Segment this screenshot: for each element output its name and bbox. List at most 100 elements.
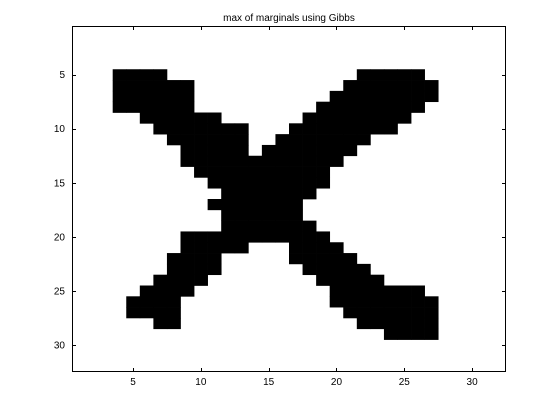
heatmap-cell (207, 134, 222, 146)
heatmap-cell (370, 90, 385, 103)
heatmap-cell (166, 253, 181, 265)
heatmap-cell (411, 317, 425, 330)
x-tick-label: 30 (467, 377, 479, 388)
heatmap-cell (411, 80, 425, 92)
heatmap-cell (126, 101, 141, 113)
y-tick-label: 5 (59, 70, 65, 81)
heatmap-cell (180, 253, 195, 265)
heatmap-cell (397, 296, 412, 308)
heatmap-cell (261, 155, 276, 167)
heatmap-cell (411, 296, 425, 308)
heatmap-cell (302, 177, 317, 189)
heatmap-cell (411, 328, 425, 340)
heatmap-cell (112, 101, 127, 113)
heatmap-cell (166, 274, 181, 286)
heatmap-cell (234, 134, 249, 146)
heatmap-cell (166, 296, 181, 308)
heatmap-cell (248, 199, 263, 211)
heatmap-cell (343, 285, 358, 297)
heatmap-cell (221, 123, 236, 135)
heatmap-cell (411, 69, 425, 81)
heatmap-cell (383, 296, 398, 308)
heatmap-cell (397, 328, 412, 340)
heatmap-cell (289, 220, 303, 232)
heatmap-cell (221, 209, 236, 221)
heatmap-cell (166, 307, 181, 319)
heatmap-cell (397, 307, 412, 319)
heatmap-cell (153, 112, 168, 124)
heatmap-cell (261, 199, 276, 211)
heatmap-cell (194, 231, 208, 243)
heatmap-cell (112, 90, 127, 103)
heatmap-cell (329, 101, 344, 113)
heatmap-cell (180, 263, 195, 276)
heatmap-cell (316, 123, 331, 135)
heatmap-cell (383, 112, 398, 124)
heatmap-cell (289, 166, 303, 178)
heatmap-cell (289, 199, 303, 211)
heatmap-cell (329, 134, 344, 146)
heatmap-cell (234, 123, 249, 135)
heatmap-cell (316, 231, 331, 243)
heatmap-cell (166, 80, 181, 92)
heatmap-cell (261, 220, 276, 232)
heatmap-cell (356, 101, 371, 113)
heatmap-cell (139, 69, 154, 81)
heatmap-cell (248, 231, 263, 243)
heatmap-cell (126, 80, 141, 92)
heatmap-cell (370, 69, 385, 81)
heatmap-cell (302, 253, 317, 265)
heatmap-cell (356, 80, 371, 92)
heatmap-cell (221, 144, 236, 157)
heatmap-cell (261, 144, 276, 157)
heatmap-cell (248, 220, 263, 232)
heatmap-cell (139, 112, 154, 124)
heatmap-cell (139, 101, 154, 113)
heatmap-cell (343, 144, 358, 157)
heatmap-cell (194, 253, 208, 265)
heatmap-cell (207, 177, 222, 189)
heatmap-cell (234, 144, 249, 157)
heatmap-cell (370, 112, 385, 124)
heatmap-cell (207, 144, 222, 157)
heatmap-cell (221, 231, 236, 243)
heatmap-cell (234, 209, 249, 221)
heatmap-cell (397, 80, 412, 92)
heatmap-cell (356, 69, 371, 81)
heatmap-cell (153, 69, 168, 81)
y-tick-label: 25 (54, 286, 66, 297)
heatmap-cell (356, 274, 371, 286)
heatmap-cell (139, 90, 154, 103)
heatmap-cell (302, 166, 317, 178)
heatmap-cell (343, 112, 358, 124)
heatmap-cell (289, 177, 303, 189)
heatmap-cell (411, 90, 425, 103)
heatmap-cell (153, 274, 168, 286)
heatmap-cell (397, 101, 412, 113)
y-tick-label: 10 (54, 124, 66, 135)
heatmap-cell (180, 90, 195, 103)
heatmap-cell (166, 101, 181, 113)
heatmap-cell (207, 231, 222, 243)
heatmap-cell (302, 155, 317, 167)
heatmap-cell (166, 123, 181, 135)
heatmap-cell (180, 274, 195, 286)
x-tick-label: 5 (130, 377, 136, 388)
heatmap-cell (180, 231, 195, 243)
heatmap-cell (180, 134, 195, 146)
heatmap-cell (126, 90, 141, 103)
heatmap-cell (343, 80, 358, 92)
heatmap-cell (329, 155, 344, 167)
heatmap-cell (153, 101, 168, 113)
heatmap-cell (153, 123, 168, 135)
heatmap-cell (261, 188, 276, 200)
heatmap-cell (316, 134, 331, 146)
heatmap-cell (194, 123, 208, 135)
heatmap-cell (275, 199, 290, 211)
heatmap-cell (302, 188, 317, 200)
heatmap-cell (126, 296, 141, 308)
heatmap-cell (370, 274, 385, 286)
heatmap-cell (383, 101, 398, 113)
heatmap-cell (261, 177, 276, 189)
